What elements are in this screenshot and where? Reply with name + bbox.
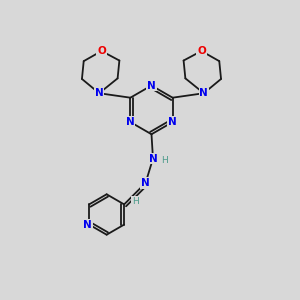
Text: O: O bbox=[197, 46, 206, 56]
Text: H: H bbox=[161, 156, 168, 165]
Text: N: N bbox=[147, 80, 156, 91]
Text: N: N bbox=[148, 154, 157, 164]
Text: N: N bbox=[83, 220, 92, 230]
Text: H: H bbox=[132, 197, 139, 206]
Text: N: N bbox=[141, 178, 150, 188]
Text: N: N bbox=[168, 117, 177, 127]
Text: N: N bbox=[126, 117, 135, 127]
Text: N: N bbox=[95, 88, 103, 98]
Text: O: O bbox=[97, 46, 106, 56]
Text: N: N bbox=[200, 88, 208, 98]
